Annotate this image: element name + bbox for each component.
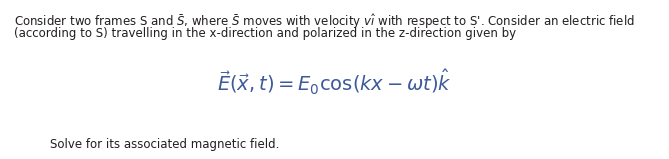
Text: (according to S) travelling in the x-direction and polarized in the z-direction : (according to S) travelling in the x-dir… [14,27,516,40]
Text: $\vec{E}(\vec{x}, t) = E_0 \cos(kx - \omega t)\hat{k}$: $\vec{E}(\vec{x}, t) = E_0 \cos(kx - \om… [217,67,452,97]
Text: Solve for its associated magnetic field.: Solve for its associated magnetic field. [50,138,280,151]
Text: Consider two frames S and $\bar{S}$, where $\bar{S}$ moves with velocity $v\hat{: Consider two frames S and $\bar{S}$, whe… [14,12,635,31]
